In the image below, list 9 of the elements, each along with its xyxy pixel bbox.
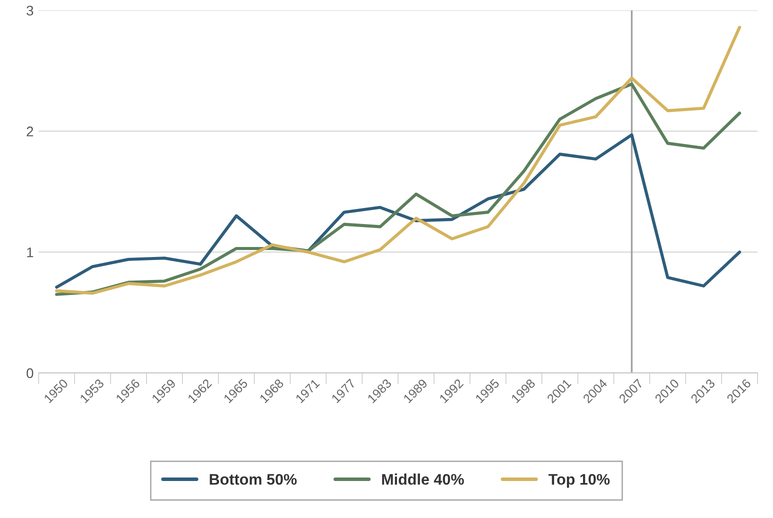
line-series xyxy=(55,133,742,289)
legend-label: Top 10% xyxy=(548,474,610,488)
legend-label: Bottom 50% xyxy=(210,474,297,485)
y-tick-label: 3 xyxy=(26,6,34,16)
y-tick-label: 2 xyxy=(26,126,34,136)
legend-label: Middle 40% xyxy=(382,474,464,485)
y-tick-label: 0 xyxy=(26,368,34,378)
y-tick-label: 1 xyxy=(27,248,34,258)
line-series xyxy=(55,26,742,295)
